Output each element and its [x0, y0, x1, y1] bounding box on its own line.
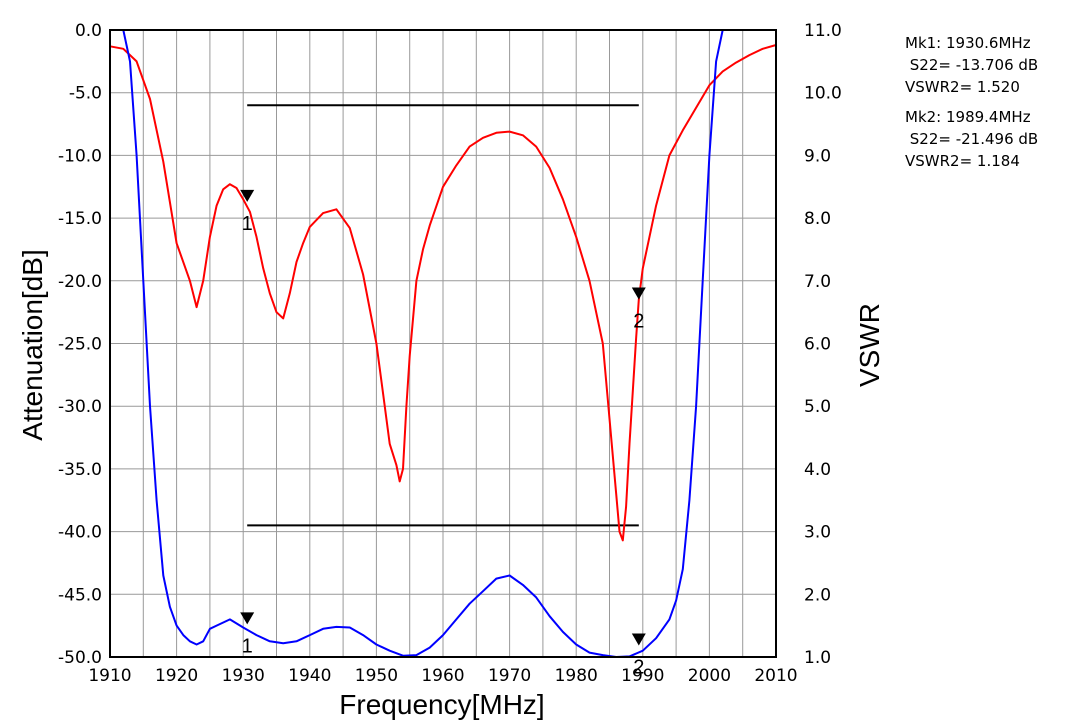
y-right-tick-label: 6.0 [804, 335, 831, 355]
x-tick-label: 1990 [621, 666, 664, 686]
y-right-tick-label: 8.0 [804, 209, 831, 229]
marker-1-vswr: VSWR2= 1.520 [905, 78, 1020, 96]
marker-readout-panel: Mk1: 1930.6MHz S22= -13.706 dB VSWR2= 1.… [905, 32, 1038, 180]
y-left-tick-labels: 0.0 -5.0 -10.0 -15.0 -20.0 -25.0 -30.0 -35.0 -40… [58, 21, 102, 668]
marker-1-frequency: Mk1: 1930.6MHz [905, 34, 1031, 52]
x-axis-title: Frequency[MHz] [339, 689, 544, 720]
marker-1-s22-triangle [240, 189, 255, 202]
y-left-tick-label: -10.0 [58, 146, 102, 166]
marker-2-vswr-triangle [631, 633, 646, 646]
y-right-tick-label: 10.0 [804, 84, 842, 104]
y-left-tick-label: -50.0 [58, 648, 102, 668]
y-left-tick-label: -35.0 [58, 460, 102, 480]
marker-2-s22-label: 2 [633, 311, 644, 333]
y-right-tick-label: 4.0 [804, 460, 831, 480]
marker-1-vswr-label: 1 [242, 635, 253, 657]
marker-layer: 1 1 2 2 [240, 189, 646, 678]
y-left-tick-label: -40.0 [58, 523, 102, 543]
y-right-axis-title: VSWR [854, 303, 885, 387]
y-left-tick-label: -45.0 [58, 585, 102, 605]
marker-2-s22: S22= -21.496 dB [905, 130, 1039, 148]
marker-2-s22-triangle [631, 287, 646, 300]
grid [109, 29, 777, 658]
plot-frame [109, 29, 777, 658]
series-s22-line [109, 44, 777, 542]
x-tick-label: 2000 [688, 666, 731, 686]
x-tick-label: 1980 [555, 666, 598, 686]
x-tick-labels: 1910 1920 1930 1940 1950 1960 1970 1980 1990 2000… [88, 666, 797, 686]
series-vswr2-line [110, 29, 776, 658]
x-tick-label: 1940 [288, 666, 331, 686]
marker-1-s22: S22= -13.706 dB [905, 56, 1039, 74]
series-layer [109, 29, 777, 658]
x-tick-label: 1960 [421, 666, 464, 686]
y-right-tick-label: 9.0 [804, 146, 831, 166]
marker-2-readout: Mk2: 1989.4MHz S22= -21.496 dB VSWR2= 1.… [905, 106, 1038, 172]
x-tick-label: 1920 [155, 666, 198, 686]
marker-1-vswr-triangle [240, 612, 255, 625]
y-left-tick-label: -25.0 [58, 335, 102, 355]
marker-1-s22-label: 1 [242, 213, 253, 235]
reference-lines [247, 104, 639, 527]
y-left-tick-label: -15.0 [58, 209, 102, 229]
marker-2-frequency: Mk2: 1989.4MHz [905, 108, 1031, 126]
y-right-tick-label: 2.0 [804, 585, 831, 605]
x-tick-label: 1910 [88, 666, 131, 686]
x-tick-label: 2010 [754, 666, 797, 686]
y-left-tick-label: 0.0 [75, 21, 102, 41]
y-right-tick-label: 11.0 [804, 21, 842, 41]
y-right-tick-label: 1.0 [804, 648, 831, 668]
y-right-tick-label: 5.0 [804, 397, 831, 417]
y-right-tick-label: 3.0 [804, 523, 831, 543]
x-tick-label: 1930 [222, 666, 265, 686]
marker-2-vswr-label: 2 [633, 656, 644, 678]
x-tick-label: 1950 [355, 666, 398, 686]
y-right-tick-label: 7.0 [804, 272, 831, 292]
marker-1-readout: Mk1: 1930.6MHz S22= -13.706 dB VSWR2= 1.… [905, 32, 1038, 98]
x-tick-label: 1970 [488, 666, 531, 686]
y-left-tick-label: -30.0 [58, 397, 102, 417]
y-left-axis-title: Attenuation[dB] [17, 249, 48, 440]
y-left-tick-label: -20.0 [58, 272, 102, 292]
y-right-tick-labels: 11.0 10.0 9.0 8.0 7.0 6.0 5.0 4.0 3.0 2.0 1.0 [804, 21, 842, 668]
marker-2-vswr: VSWR2= 1.184 [905, 152, 1020, 170]
y-left-tick-label: -5.0 [69, 84, 102, 104]
